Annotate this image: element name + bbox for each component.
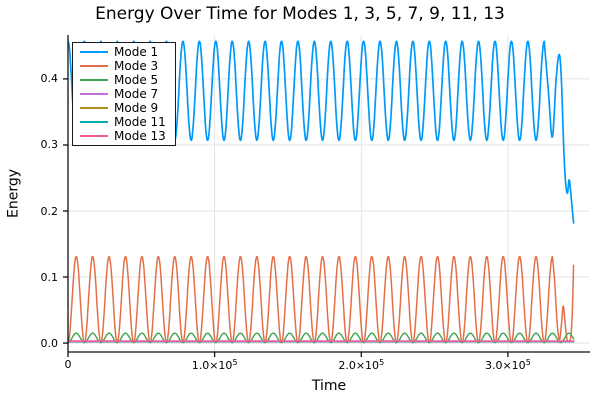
axes [63,35,590,357]
legend-item-label: Mode 7 [114,87,159,101]
x-tick-exponent: 5 [525,358,531,367]
legend-item: Mode 3 [80,60,175,73]
x-tick-base: 3.0×10 [484,359,526,372]
x-tick-label: 1.0×105 [180,358,250,372]
legend: Mode 1 Mode 3 Mode 5 Mode 7 Mode 9 Mode 11 Mod… [72,42,176,146]
legend-line-swatch [80,106,108,109]
legend-item-label: Mode 1 [114,45,159,60]
x-tick-label: 3.0×105 [473,358,543,372]
legend-item-label: Mode 3 [114,59,159,74]
x-tick-base: 0 [64,358,72,371]
legend-item: Mode 9 [80,101,175,114]
x-tick-label: 0 [33,358,103,371]
legend-item: Mode 13 [80,129,175,142]
y-tick-label: 0.3 [40,138,59,152]
x-tick-label: 2.0×105 [326,358,396,372]
y-tick-label: 0.2 [40,204,59,218]
legend-line-swatch [80,93,108,95]
x-tick-exponent: 5 [379,358,385,367]
y-tick-label: 0.0 [40,336,59,350]
y-tick-label: 0.4 [40,72,59,86]
legend-line-swatch [80,134,108,137]
legend-line-swatch [80,79,108,82]
legend-item-label: Mode 5 [114,73,159,88]
legend-line-swatch [80,51,108,54]
y-axis-label: Energy [5,169,22,219]
legend-item: Mode 11 [80,115,175,128]
y-tick-label: 0.1 [40,270,59,284]
x-tick-exponent: 5 [232,358,238,367]
legend-item-label: Mode 13 [114,128,166,143]
legend-line-swatch [80,65,108,68]
legend-item: Mode 5 [80,74,175,87]
chart-title: Energy Over Time for Modes 1, 3, 5, 7, 9… [95,4,505,24]
x-axis-label: Time [311,378,347,394]
legend-item: Mode 7 [80,88,175,101]
legend-item-label: Mode 9 [114,100,159,115]
data-series [68,40,575,344]
legend-line-swatch [80,120,108,123]
series-line-mode-3 [68,255,575,344]
legend-item-label: Mode 11 [114,114,166,129]
legend-item: Mode 1 [80,46,175,59]
x-tick-base: 1.0×10 [191,359,233,372]
x-tick-base: 2.0×10 [338,359,380,372]
